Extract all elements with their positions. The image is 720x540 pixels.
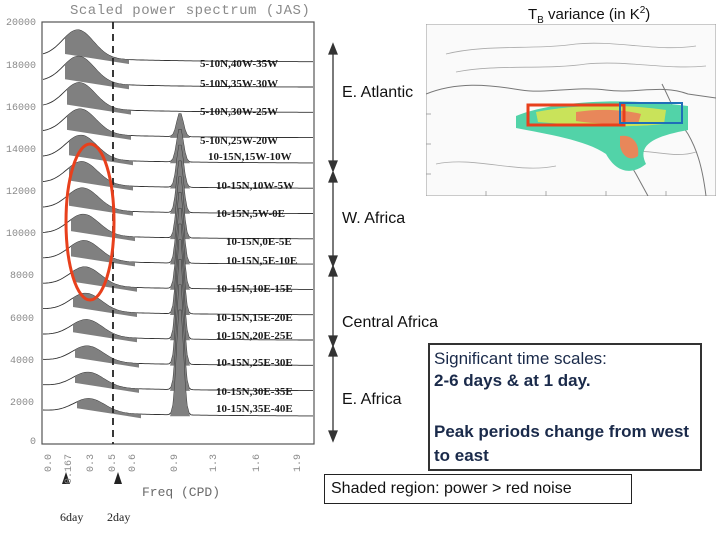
highlight-ellipse — [64, 142, 116, 302]
series-label: 10-15N,15E-20E — [216, 312, 293, 324]
map-title: TB variance (in K2) — [528, 5, 651, 26]
series-label: 10-15N,25E-30E — [216, 357, 293, 369]
shaded-area — [67, 109, 131, 140]
y-tick-label: 16000 — [6, 103, 37, 114]
shaded-area — [65, 56, 129, 90]
y-tick-label: 12000 — [6, 187, 37, 198]
shaded-area — [71, 214, 135, 242]
series-label: 5-10N,35W-30W — [200, 78, 279, 90]
x-axis-label: Freq (CPD) — [142, 485, 221, 500]
series-label: 5-10N,30W-25W — [200, 106, 279, 118]
series-label: 10-15N,15W-10W — [208, 151, 292, 163]
shaded-peak — [170, 113, 190, 138]
region-label-e-africa: E. Africa — [342, 391, 402, 408]
region-box-red — [526, 103, 626, 127]
six-day-arrow-icon — [62, 472, 70, 484]
coastline-east — [661, 83, 707, 196]
shaded-peak — [170, 310, 190, 417]
region-label-central-africa: Central Africa — [342, 314, 439, 331]
variance-region-orange-south — [620, 135, 639, 159]
y-tick-label: 0 — [30, 437, 37, 448]
series-label: 10-15N,20E-25E — [216, 330, 293, 342]
peak-change-note: Peak periods change from west to east — [434, 422, 690, 465]
series-label: 5-10N,25W-20W — [200, 135, 279, 147]
two-day-arrow-icon — [114, 472, 122, 484]
series-label: 10-15N,10E-15E — [216, 283, 293, 295]
figure-title: Scaled power spectrum (JAS) — [70, 3, 311, 19]
series-label: 10-15N,30E-35E — [216, 386, 293, 398]
significant-detail: 2-6 days & at 1 day. — [434, 371, 591, 390]
variance-map — [426, 24, 716, 196]
series-label: 10-15N,10W-5W — [216, 180, 295, 192]
two-day-marker-label: 2day — [107, 510, 131, 524]
spectra-group — [42, 29, 313, 419]
series-label: 10-15N,0E-5E — [226, 236, 292, 248]
six-day-marker-label: 6day — [60, 510, 84, 524]
y-tick-label: 18000 — [6, 61, 37, 72]
series-label: 10-15N,5E-10E — [226, 255, 298, 267]
shaded-area — [77, 398, 141, 419]
shaded-area — [75, 345, 139, 368]
series-label: 10-15N,5W-0E — [216, 208, 285, 220]
region-box-blue — [619, 102, 683, 124]
shaded-area — [69, 161, 133, 191]
coastline-north — [426, 84, 716, 99]
variance-region-orange — [576, 109, 641, 124]
series-label: 10-15N,35E-40E — [216, 403, 293, 415]
shaded-area — [65, 29, 129, 64]
y-tick-label: 6000 — [10, 314, 35, 325]
region-label-w-africa: W. Africa — [342, 210, 406, 227]
shaded-area — [75, 372, 139, 393]
shaded-area — [73, 319, 137, 343]
y-tick-label: 14000 — [6, 145, 37, 156]
y-tick-label: 2000 — [10, 398, 35, 409]
shaded-area — [67, 82, 131, 115]
series-label: 5-10N,40W-35W — [200, 58, 279, 70]
shaded-note-box: Shaded region: power > red noise — [324, 474, 632, 504]
y-tick-label: 4000 — [10, 356, 35, 367]
significant-scales-box: Significant time scales: 2-6 days & at 1… — [428, 343, 702, 471]
region-label-e-atlantic: E. Atlantic — [342, 84, 414, 101]
significant-title: Significant time scales: — [434, 349, 607, 368]
plot-frame — [41, 21, 315, 445]
y-tick-label: 20000 — [6, 18, 37, 29]
contour-lines — [435, 42, 707, 169]
y-tick-label: 8000 — [10, 271, 35, 282]
shaded-area — [69, 188, 133, 216]
shaded-area — [71, 240, 135, 267]
shaded-note: Shaded region: power > red noise — [331, 480, 572, 497]
y-tick-label: 10000 — [6, 229, 37, 240]
